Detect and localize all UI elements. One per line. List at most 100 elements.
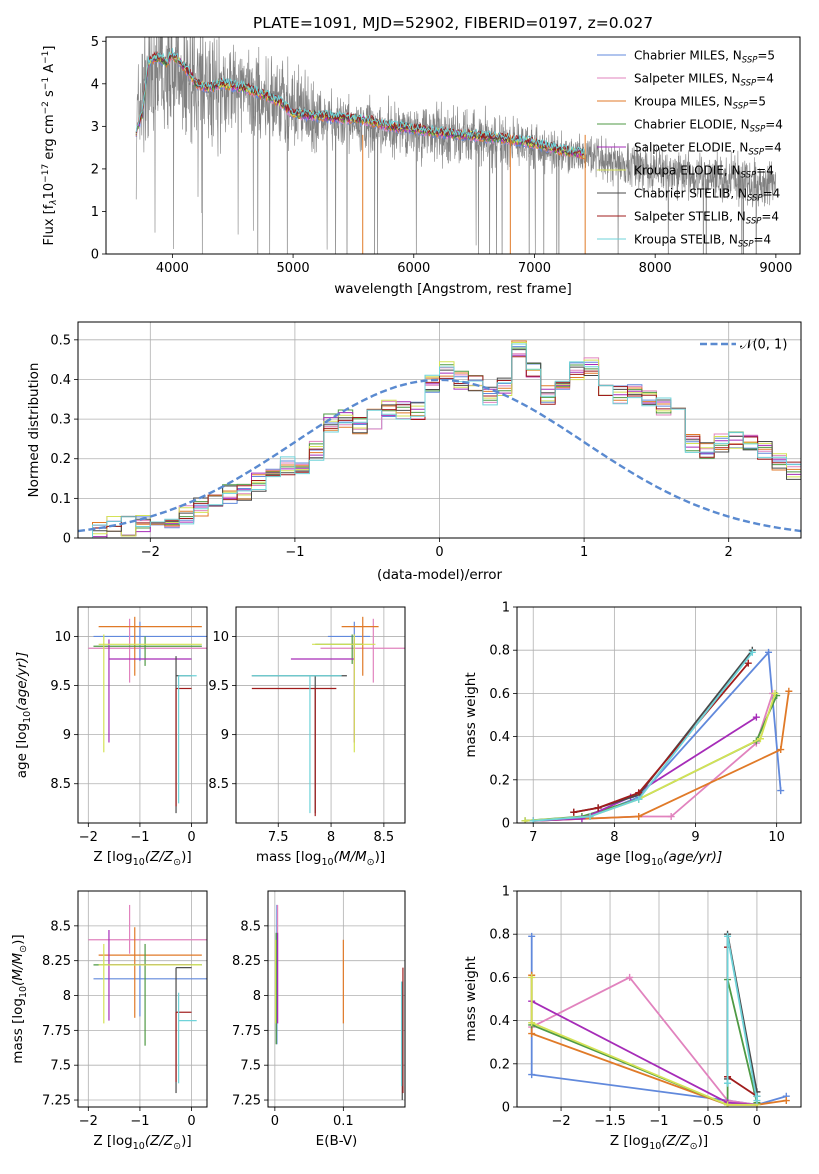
errorbar-9 [251, 675, 342, 814]
y-tick-label: 0.5 [50, 333, 71, 348]
errorbar-5 [108, 639, 192, 743]
y-tick-label: 0.2 [489, 773, 510, 788]
x-tick-label: 0 [435, 545, 443, 560]
errorbar-1 [93, 621, 207, 661]
axes-frame [105, 36, 801, 255]
spectrum-panel: 4000 5000 6000 7000 8000 9000 0 1 2 3 4 5 PLATE=1091… [41, 14, 801, 297]
grid [517, 606, 801, 824]
y-tick-label: 0.4 [489, 730, 510, 745]
x-axis-label: Z [log10(Z/Z⊙)] [93, 1133, 191, 1152]
y-tick-label: 5 [91, 35, 99, 50]
y-tick-label: 0 [502, 817, 510, 832]
y-axis-label: mass weight [463, 956, 479, 1041]
series-point [528, 1030, 536, 1038]
y-tick-label: 10 [54, 630, 71, 645]
x-tick-label: 7 [529, 830, 537, 845]
plot-area [88, 616, 207, 814]
mass-weight-series-2 [528, 973, 761, 1107]
y-tick-label: 0.1 [50, 492, 71, 507]
errorbar-4 [93, 636, 202, 666]
axes-frame [77, 321, 802, 539]
axes-frame [516, 606, 802, 824]
errorbar-6 [312, 634, 376, 753]
series-point [626, 973, 634, 981]
y-tick-label: 9.5 [208, 679, 229, 694]
errorbar-5 [290, 639, 355, 743]
plot-area [521, 646, 793, 823]
x-tick-label: −2 [551, 1114, 570, 1129]
grid [236, 607, 405, 823]
errorbar-9 [178, 675, 197, 804]
x-tick-label: 8 [610, 830, 618, 845]
x-axis-label: Z [log10(Z/Z⊙)] [93, 849, 191, 868]
errorbar-3 [341, 616, 379, 676]
x-tick-label: 4000 [156, 261, 189, 276]
x-axis-label: age [log10(age/yr)] [596, 849, 722, 868]
series-point [744, 659, 752, 667]
series-point [724, 1079, 732, 1087]
x-tick-label: 1 [580, 545, 588, 560]
y-tick-label: 0.2 [50, 452, 71, 467]
series-line [726, 936, 758, 1101]
y-axis-label: mass weight [463, 672, 479, 757]
y-tick-label: 7.75 [42, 1024, 71, 1039]
series-point [586, 813, 594, 821]
mass-weight-vs-age-panel: 7 8 9 10 0 0.2 0.4 0.6 0.8 1 age [log10(age/yr)] ma… [463, 601, 802, 868]
y-tick-label: 1 [91, 205, 99, 220]
series-point [777, 746, 785, 754]
errorbar-1 [93, 964, 207, 1017]
y-tick-label: 8.5 [50, 777, 71, 792]
axes-frame [267, 890, 406, 1108]
y-tick-label: 2 [91, 162, 99, 177]
y-tick-label: 3 [91, 120, 99, 135]
x-axis-label: (data-model)/error [377, 567, 503, 583]
series-point [528, 1071, 536, 1079]
y-tick-label: 0.4 [489, 1014, 510, 1029]
grid [78, 607, 207, 823]
axes-frame [77, 890, 208, 1108]
series-line [533, 651, 754, 822]
x-tick-label: 6000 [397, 261, 430, 276]
legend-entry: Chabrier STELIB, NSSP=4 [634, 187, 780, 204]
errorbar-8 [251, 687, 337, 817]
series-line [531, 976, 758, 1106]
errorbar-6 [98, 634, 202, 753]
series-point [521, 817, 529, 823]
y-tick-label: 8.5 [208, 777, 229, 792]
legend-entry: 𝒩(0, 1) [740, 338, 787, 353]
series-line [530, 977, 757, 1106]
x-tick-label: 0 [187, 1114, 195, 1129]
x-tick-label: −1 [285, 545, 304, 560]
y-tick-label: 7.75 [232, 1024, 261, 1039]
y-tick-label: 8.5 [50, 919, 71, 934]
plot-area [251, 616, 405, 817]
legend: Chabrier MILES, NSSP=5 Salpeter MILES, NS… [597, 49, 783, 250]
y-tick-label: 0.8 [489, 928, 510, 943]
series-line [531, 979, 758, 1107]
series-point [782, 1097, 790, 1105]
x-tick-label: 7.5 [268, 830, 289, 845]
mass-weight-series-7 [570, 646, 756, 816]
series-point [724, 1101, 732, 1107]
y-tick-label: 8.5 [240, 919, 261, 934]
y-tick-label: 9 [221, 728, 229, 743]
plot-area [135, 37, 777, 254]
x-tick-label: −1.5 [594, 1114, 626, 1129]
mass-weight-series-9 [724, 932, 761, 1105]
x-tick-label: −1 [649, 1114, 668, 1129]
y-tick-label: 0.2 [489, 1057, 510, 1072]
plot-area [528, 930, 790, 1107]
series-point [748, 648, 756, 656]
y-tick-label: 8.25 [42, 954, 71, 969]
mass-weight-series-2 [529, 689, 777, 823]
axes-frame [235, 606, 406, 824]
y-tick-label: 0 [91, 248, 99, 263]
legend-entry: Kroupa STELIB, NSSP=4 [634, 233, 771, 250]
chart-title: PLATE=1091, MJD=52902, FIBERID=0197, z=0… [253, 14, 653, 32]
series-point [753, 1092, 761, 1100]
x-axis-label: E(B-V) [316, 1133, 358, 1149]
y-tick-label: 8 [253, 989, 261, 1004]
series-point [785, 687, 793, 695]
y-tick-label: 7.25 [232, 1094, 261, 1109]
y-tick-label: 0.6 [489, 687, 510, 702]
